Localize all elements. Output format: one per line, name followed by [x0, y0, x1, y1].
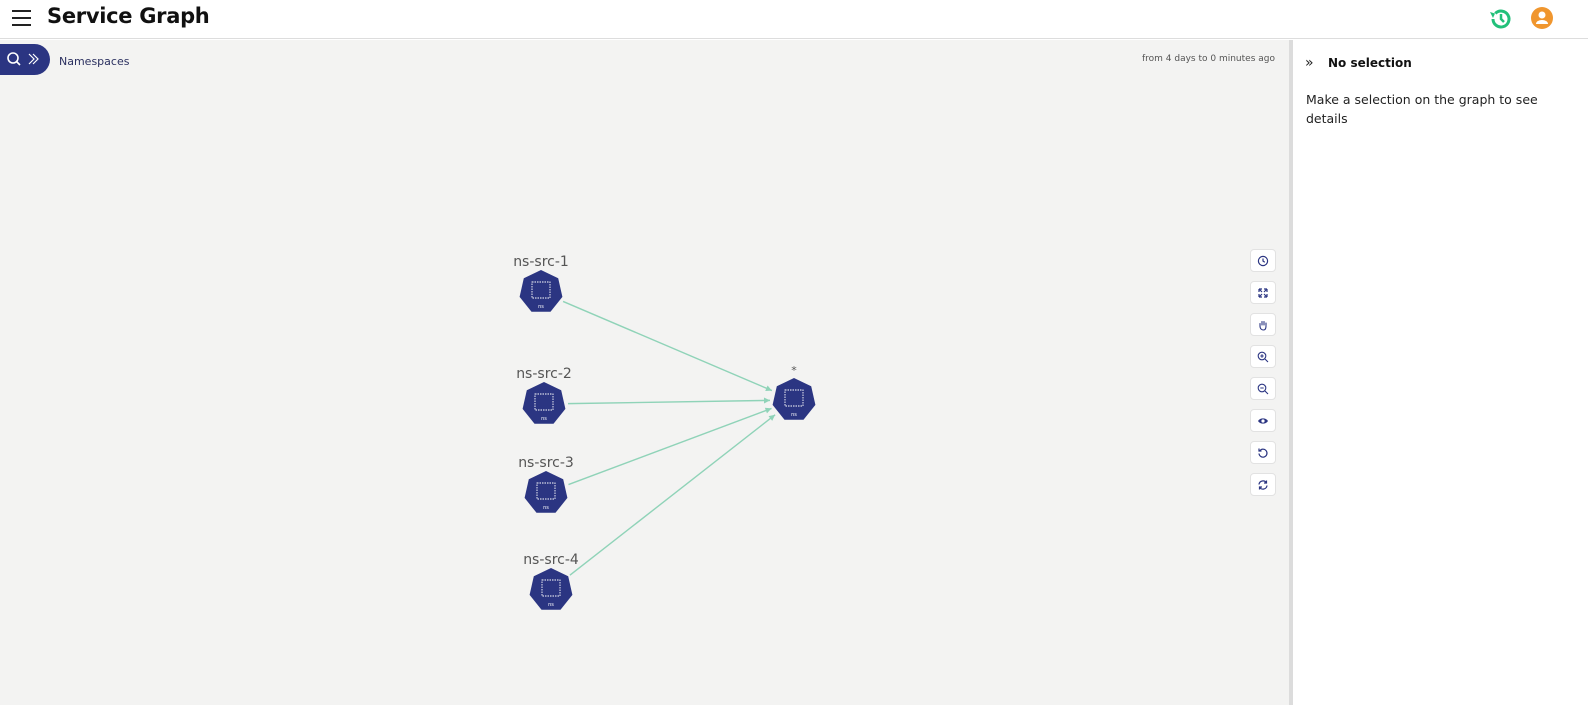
refresh-icon	[1258, 479, 1268, 490]
node-type-label: ns	[548, 602, 554, 608]
panel-title: No selection	[1328, 56, 1412, 70]
edge-arrowhead	[763, 397, 771, 404]
edge-arrowhead	[765, 385, 772, 391]
display-options-button[interactable]	[1250, 409, 1276, 432]
namespace-icon	[784, 389, 804, 407]
page-title: Service Graph	[47, 4, 210, 28]
node-label: ns-src-1	[513, 254, 569, 270]
namespace-icon	[534, 393, 554, 411]
namespace-icon	[536, 482, 556, 500]
edge-arrowhead	[768, 414, 776, 421]
namespaces-selector[interactable]: Namespaces	[59, 55, 130, 68]
history-tool-button[interactable]	[1250, 249, 1276, 272]
hamburger-menu-icon[interactable]	[12, 10, 31, 26]
zoom-in-button[interactable]	[1250, 345, 1276, 368]
node-label: ns-src-2	[516, 366, 572, 382]
app-header: Service Graph	[0, 0, 1588, 39]
time-range-label: from 4 days to 0 minutes ago	[1141, 54, 1275, 64]
graph-node[interactable]: ns ns-src-2	[516, 366, 572, 424]
node-type-label: ns	[791, 412, 797, 418]
panel-message: Make a selection on the graph to see det…	[1306, 92, 1538, 126]
pan-button[interactable]	[1250, 313, 1276, 336]
graph-node[interactable]: ns ns-src-3	[518, 455, 574, 513]
edge[interactable]	[569, 414, 776, 576]
namespace-node-shape	[772, 378, 816, 420]
zoom-out-icon	[1257, 383, 1269, 394]
graph-node[interactable]: ns ns-src-1	[513, 254, 569, 312]
namespace-icon	[531, 281, 551, 299]
details-panel: » No selection Make a selection on the g…	[1293, 40, 1588, 705]
edge[interactable]	[567, 399, 771, 405]
node-label: ns-src-3	[518, 455, 574, 471]
collapse-panel-icon[interactable]: »	[1305, 55, 1314, 71]
panel-resize-handle[interactable]	[1289, 40, 1293, 705]
hand-icon	[1259, 320, 1267, 331]
edge[interactable]	[568, 407, 772, 486]
eye-icon	[1258, 417, 1268, 424]
namespace-icon	[541, 579, 561, 597]
node-type-label: ns	[543, 505, 549, 511]
graph-canvas[interactable]: ns ns-src-1 ns ns-src-2 ns ns-src-3 ns ns-src-4…	[0, 40, 1289, 705]
graph-node[interactable]: ns ns-src-4	[523, 552, 579, 610]
node-label: ns-src-4	[523, 552, 579, 568]
refresh-button[interactable]	[1250, 473, 1276, 496]
user-avatar-icon[interactable]	[1531, 7, 1553, 29]
reset-layout-button[interactable]	[1250, 441, 1276, 464]
graph-node[interactable]: ns *	[772, 364, 816, 420]
graph-toolbar	[1250, 249, 1276, 505]
namespace-node-shape	[522, 382, 566, 424]
undo-icon	[1258, 448, 1268, 458]
service-graph[interactable]: ns ns-src-1 ns ns-src-2 ns ns-src-3 ns ns-src-4…	[0, 40, 1289, 705]
clock-icon	[1257, 255, 1269, 266]
namespace-node-shape	[524, 471, 568, 513]
search-icon	[7, 52, 21, 66]
namespace-node-shape	[519, 270, 563, 312]
fit-screen-button[interactable]	[1250, 281, 1276, 304]
edge-arrowhead	[764, 407, 772, 414]
expand-icon	[1258, 287, 1268, 298]
zoom-in-icon	[1257, 351, 1269, 362]
node-type-label: ns	[538, 304, 544, 310]
edge[interactable]	[562, 300, 773, 392]
node-type-label: ns	[541, 416, 547, 422]
search-toggle-button[interactable]	[0, 44, 50, 75]
history-icon[interactable]	[1488, 7, 1512, 31]
double-chevron-right-icon	[28, 53, 39, 65]
namespace-node-shape	[529, 568, 573, 610]
node-label: *	[791, 364, 797, 377]
zoom-out-button[interactable]	[1250, 377, 1276, 400]
